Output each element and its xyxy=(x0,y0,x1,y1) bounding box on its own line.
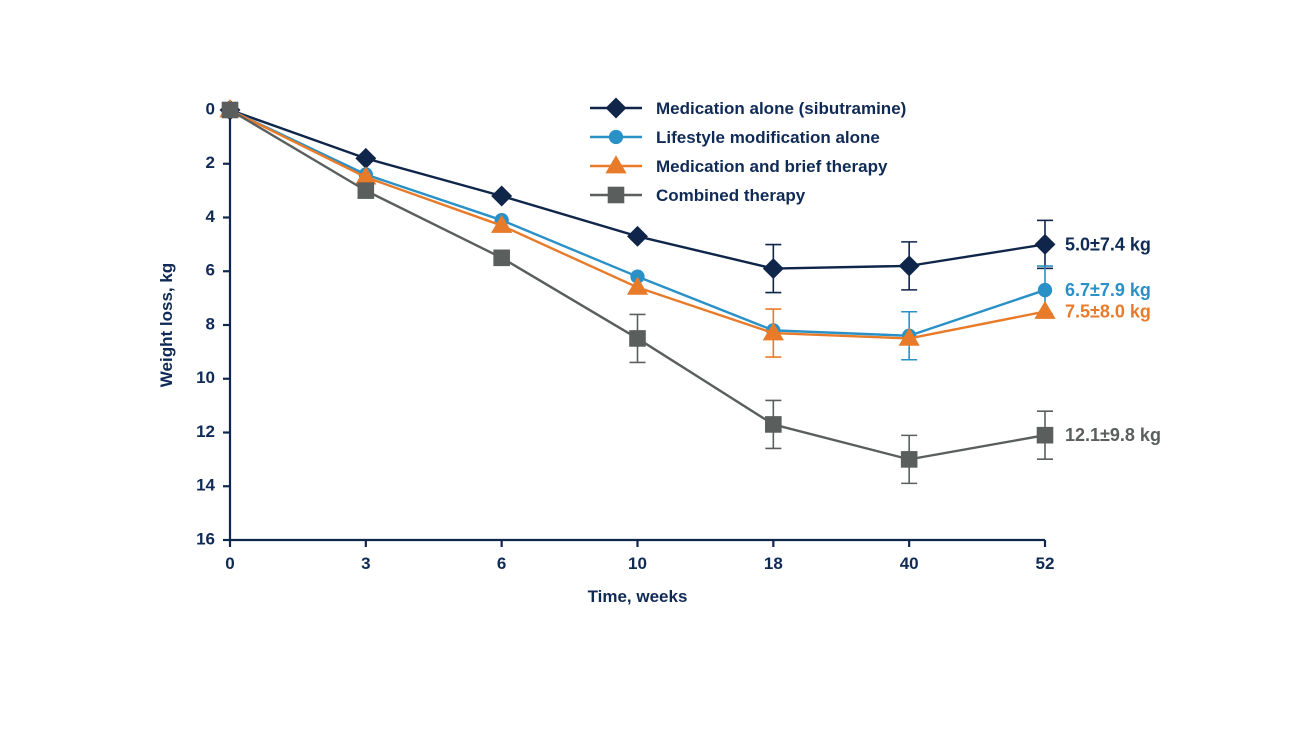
x-tick-label: 10 xyxy=(628,554,647,573)
x-tick-label: 18 xyxy=(764,554,783,573)
legend-label-medication_alone: Medication alone (sibutramine) xyxy=(656,99,906,118)
x-tick-label: 3 xyxy=(361,554,370,573)
y-tick-label: 8 xyxy=(206,314,215,333)
x-axis-label: Time, weeks xyxy=(588,587,688,606)
legend-label-combined: Combined therapy xyxy=(656,186,806,205)
end-label-medication_alone: 5.0±7.4 kg xyxy=(1065,234,1151,254)
y-tick-label: 4 xyxy=(206,207,216,226)
end-label-combined: 12.1±9.8 kg xyxy=(1065,425,1161,445)
x-tick-label: 0 xyxy=(225,554,234,573)
x-tick-label: 52 xyxy=(1036,554,1055,573)
legend-label-medication_brief: Medication and brief therapy xyxy=(656,157,888,176)
y-tick-label: 14 xyxy=(196,476,215,495)
y-tick-label: 2 xyxy=(206,153,215,172)
x-tick-label: 6 xyxy=(497,554,506,573)
y-tick-label: 10 xyxy=(196,368,215,387)
end-label-lifestyle_alone: 6.7±7.9 kg xyxy=(1065,280,1151,300)
y-tick-label: 16 xyxy=(196,529,215,548)
x-tick-label: 40 xyxy=(900,554,919,573)
y-tick-label: 0 xyxy=(206,99,215,118)
y-tick-label: 12 xyxy=(196,422,215,441)
weight-loss-chart: 0 2 4 6 8 10 12 14 16 0 3 6 10 18 40 52 Weight loss, kg T… xyxy=(0,0,1315,747)
end-label-medication_brief: 7.5±8.0 kg xyxy=(1065,302,1151,322)
legend-label-lifestyle_alone: Lifestyle modification alone xyxy=(656,128,880,147)
y-tick-label: 6 xyxy=(206,261,215,280)
y-axis-label: Weight loss, kg xyxy=(157,263,176,387)
